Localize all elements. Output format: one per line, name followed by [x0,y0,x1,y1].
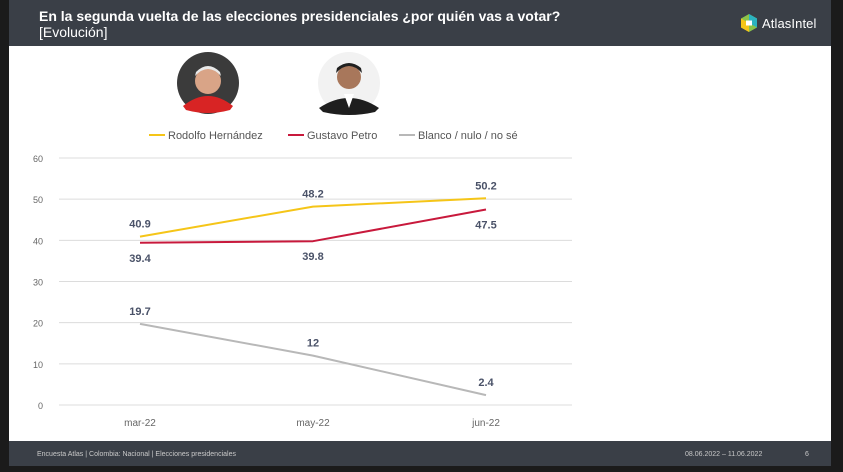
x-tick-label: may-22 [296,418,330,429]
data-label-blanco: 19.7 [129,306,150,318]
footer-date-range: 08.06.2022 – 11.06.2022 [685,451,763,458]
legend-item-petro: Gustavo Petro [288,130,377,142]
page-subtitle: [Evolución] [39,24,108,40]
legend-label-petro: Gustavo Petro [307,130,377,142]
x-tick-label: jun-22 [471,418,500,429]
y-tick-label: 50 [33,195,43,205]
data-label-hernandez: 50.2 [475,180,496,192]
legend-label-hernandez: Rodolfo Hernández [168,130,263,142]
data-label-blanco: 12 [307,338,319,350]
brand-logo: AtlasIntel [740,12,816,34]
y-tick-label: 30 [33,278,43,288]
series-line-hernandez [139,197,487,238]
x-tick-label: mar-22 [124,418,156,429]
slide: En la segunda vuelta de las elecciones p… [9,0,831,466]
legend: Rodolfo Hernández Gustavo Petro Blanco /… [149,130,518,142]
data-label-petro: 39.8 [302,251,323,263]
data-label-hernandez: 48.2 [302,189,323,201]
header: En la segunda vuelta de las elecciones p… [9,0,831,46]
footer-source: Encuesta Atlas | Colombia: Nacional | El… [37,451,236,458]
legend-item-hernandez: Rodolfo Hernández [149,130,263,142]
series [139,197,487,397]
data-label-hernandez: 40.9 [129,219,150,231]
line-chart: Rodolfo Hernández Gustavo Petro Blanco /… [33,52,572,429]
atlasintel-logo-icon [741,14,757,32]
legend-label-blanco: Blanco / nulo / no sé [418,130,518,142]
y-tick-label: 60 [33,154,43,164]
portrait-petro [318,52,380,115]
y-tick-label: 20 [33,319,43,329]
grid: 0 10 20 30 40 50 60 mar-22 may-22 jun-22 [33,154,572,429]
data-labels: 40.9 48.2 50.2 39.4 39.8 47.5 19.7 12 2.4 [129,180,496,389]
data-label-petro: 47.5 [475,219,496,231]
footer-page-number: 6 [805,451,809,458]
legend-item-blanco: Blanco / nulo / no sé [399,130,518,142]
page-title: En la segunda vuelta de las elecciones p… [39,8,561,24]
brand-name: AtlasIntel [762,15,817,31]
portrait-hernandez [177,52,239,114]
series-line-petro [139,208,487,244]
y-tick-label: 40 [33,236,43,246]
y-tick-label: 0 [38,401,43,411]
series-line-blanco [139,322,487,397]
data-label-petro: 39.4 [129,253,151,265]
data-label-blanco: 2.4 [478,377,494,389]
y-tick-label: 10 [33,360,43,370]
footer: Encuesta Atlas | Colombia: Nacional | El… [9,441,831,466]
chart-area: Rodolfo Hernández Gustavo Petro Blanco /… [9,46,831,441]
